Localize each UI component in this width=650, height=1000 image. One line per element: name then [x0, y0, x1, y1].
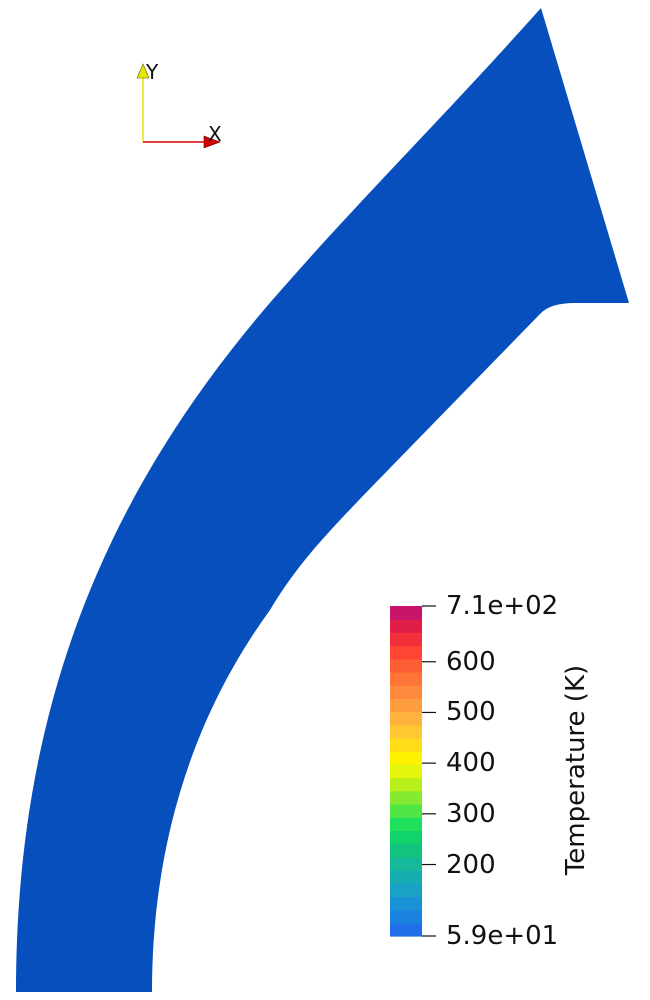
colorbar-band [390, 817, 422, 831]
colorbar-ticks [422, 605, 436, 937]
colorbar-band [390, 724, 422, 739]
colorbar-band [390, 896, 422, 911]
colorbar-band [390, 711, 422, 726]
colorbar-band [390, 672, 422, 686]
colorbar-band [390, 658, 422, 673]
colorbar-band [390, 909, 422, 924]
colorbar-min-label: 5.9e+01 [446, 921, 559, 951]
y-axis-label: Y [146, 60, 159, 84]
colorbar-band [390, 685, 422, 699]
curved-duct-domain [16, 8, 629, 992]
colorbar-band [390, 751, 422, 765]
colorbar-tick-label: 400 [446, 748, 496, 779]
colorbar [390, 606, 422, 937]
colorbar-band [390, 645, 422, 660]
colorbar-band [390, 922, 422, 937]
colorbar-tick-label: 200 [446, 849, 496, 880]
colorbar-max-label: 7.1e+02 [446, 591, 559, 621]
colorbar-band [390, 883, 422, 897]
colorbar-band [390, 843, 422, 858]
x-axis-arrow-icon [203, 135, 221, 149]
colorbar-tick-label: 300 [446, 798, 496, 829]
colorbar-band [390, 777, 422, 792]
colorbar-band [390, 698, 422, 713]
colorbar-band [390, 764, 422, 779]
colorbar-tick-label: 600 [446, 646, 496, 677]
colorbar-band [390, 790, 422, 805]
colorbar-band [390, 738, 422, 752]
colorbar-title: Temperature (K) [561, 664, 591, 876]
colorbar-band [390, 804, 422, 818]
y-axis-arrow-icon [136, 63, 150, 79]
colorbar-band [390, 619, 422, 633]
colorbar-band [390, 856, 422, 871]
colorbar-tick-label: 500 [446, 697, 496, 728]
x-axis-label: X [208, 122, 222, 146]
colorbar-band [390, 870, 422, 884]
colorbar-band [390, 606, 422, 620]
colorbar-band [390, 632, 422, 647]
colorbar-band [390, 830, 422, 845]
orientation-axes [136, 63, 221, 149]
